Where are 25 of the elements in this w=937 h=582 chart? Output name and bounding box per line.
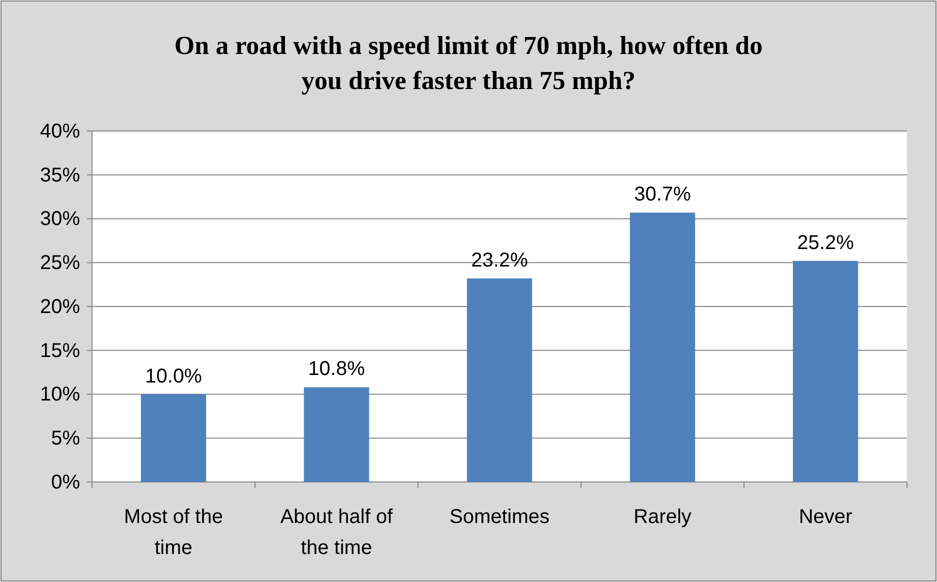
y-tick-label: 40% [40,120,80,142]
chart-title: On a road with a speed limit of 70 mph, how often do you drive faster than 75 mph? [174,31,763,95]
x-tick-label: Most of the time [124,506,223,559]
x-tick-label: Rarely [634,506,692,528]
y-tick-label: 35% [40,164,80,186]
bar [792,260,858,482]
x-tick-label: About half of the time [280,506,394,559]
bar [466,278,532,482]
bar [304,387,370,482]
y-tick-label: 20% [40,296,80,318]
data-label: 10.8% [308,358,366,380]
bar [630,212,696,482]
data-label: 25.2% [797,232,854,254]
data-label: 30.7% [634,184,692,206]
x-tick-label: Never [798,506,853,528]
y-tick-label: 5% [51,428,80,450]
bar [140,394,206,482]
data-label: 10.0% [145,365,202,388]
y-tick-label: 10% [40,384,80,406]
x-tick-label: Sometimes [449,506,550,528]
y-tick-label: 25% [40,252,80,274]
y-tick-label: 15% [40,340,80,362]
y-tick-label: 30% [40,208,80,230]
y-tick-label: 0% [51,471,80,494]
data-label: 23.2% [471,249,528,272]
